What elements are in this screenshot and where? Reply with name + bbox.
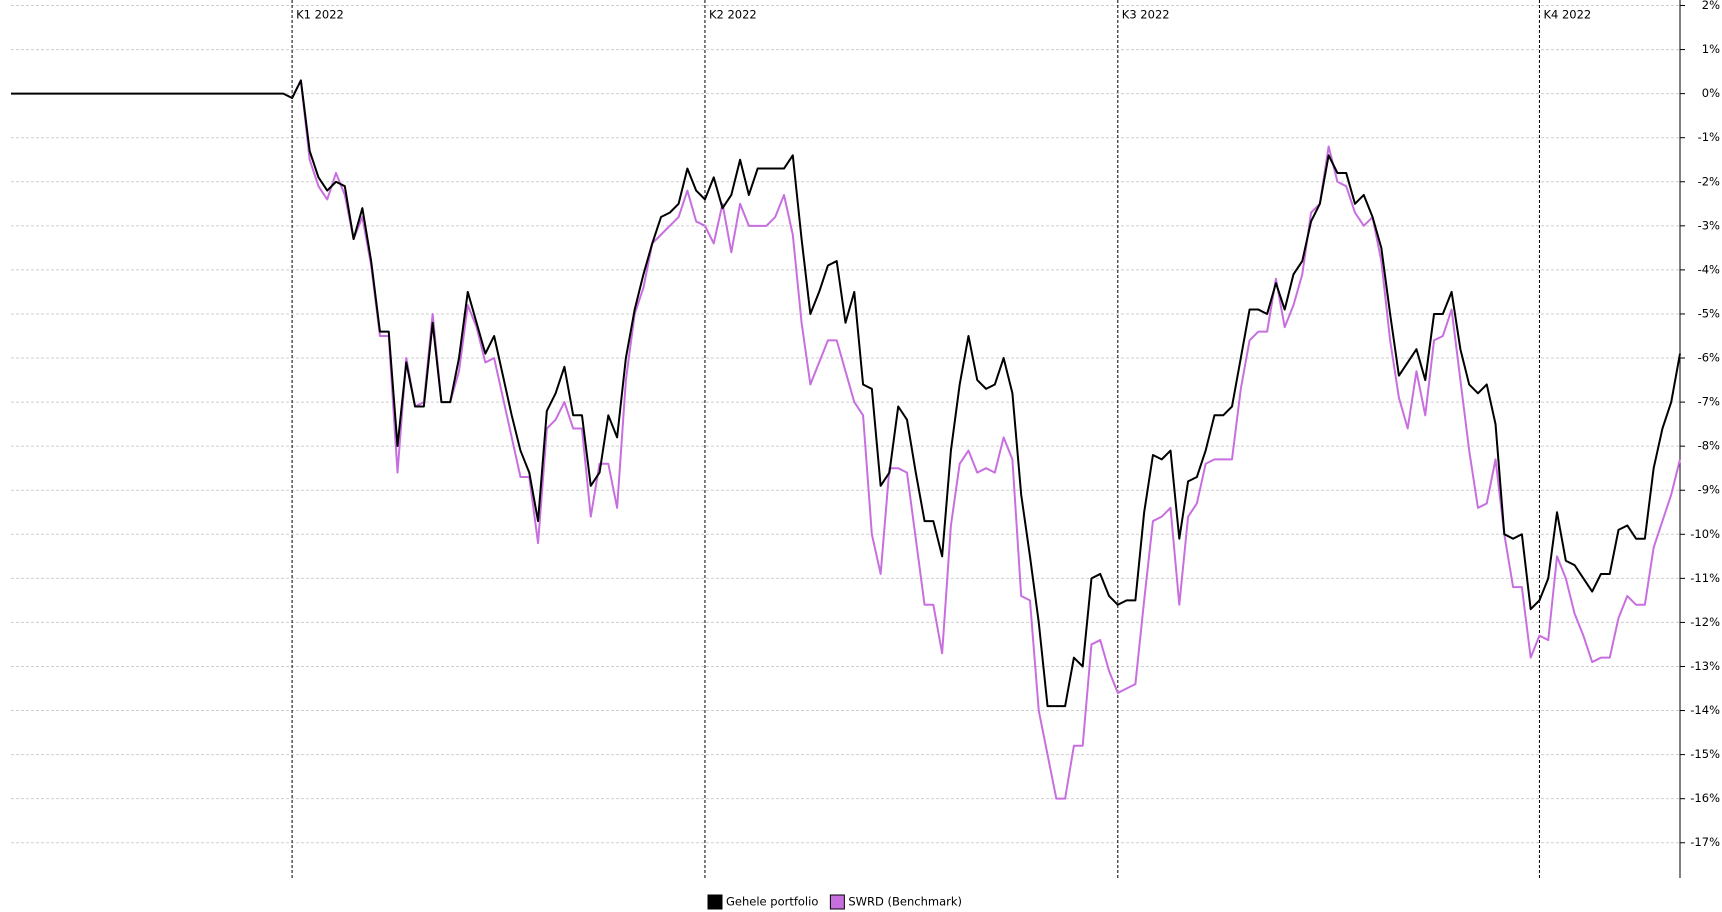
- y-tick-label: 1%: [1702, 42, 1720, 56]
- series-line: [291, 79, 1681, 800]
- quarter-label: K1 2022: [296, 8, 344, 22]
- y-tick-label: -3%: [1698, 218, 1720, 232]
- y-tick-label: -11%: [1690, 571, 1720, 585]
- y-tick-label: -14%: [1690, 703, 1720, 717]
- y-tick-label: -6%: [1698, 351, 1720, 365]
- y-tick-label: -13%: [1690, 659, 1720, 673]
- y-tick-label: -2%: [1698, 174, 1720, 188]
- legend-swatch: [707, 894, 723, 910]
- y-tick-label: -7%: [1698, 395, 1720, 409]
- quarter-label: K3 2022: [1122, 8, 1170, 22]
- y-tick-label: -5%: [1698, 306, 1720, 320]
- legend-swatch: [829, 894, 845, 910]
- series-line: [11, 79, 1681, 708]
- legend-label: SWRD (Benchmark): [848, 895, 962, 909]
- y-tick-label: 2%: [1702, 0, 1720, 12]
- y-tick-label: -12%: [1690, 615, 1720, 629]
- y-tick-label: -4%: [1698, 262, 1720, 276]
- y-tick-label: -1%: [1698, 130, 1720, 144]
- y-tick-label: -10%: [1690, 527, 1720, 541]
- y-tick-label: -17%: [1690, 835, 1720, 849]
- y-tick-label: -15%: [1690, 747, 1720, 761]
- quarter-label: K2 2022: [709, 8, 757, 22]
- y-tick-label: -8%: [1698, 439, 1720, 453]
- y-tick-label: 0%: [1702, 86, 1720, 100]
- y-tick-label: -9%: [1698, 483, 1720, 497]
- y-tick-label: -16%: [1690, 791, 1720, 805]
- legend-label: Gehele portfolio: [726, 895, 818, 909]
- quarter-label: K4 2022: [1543, 8, 1591, 22]
